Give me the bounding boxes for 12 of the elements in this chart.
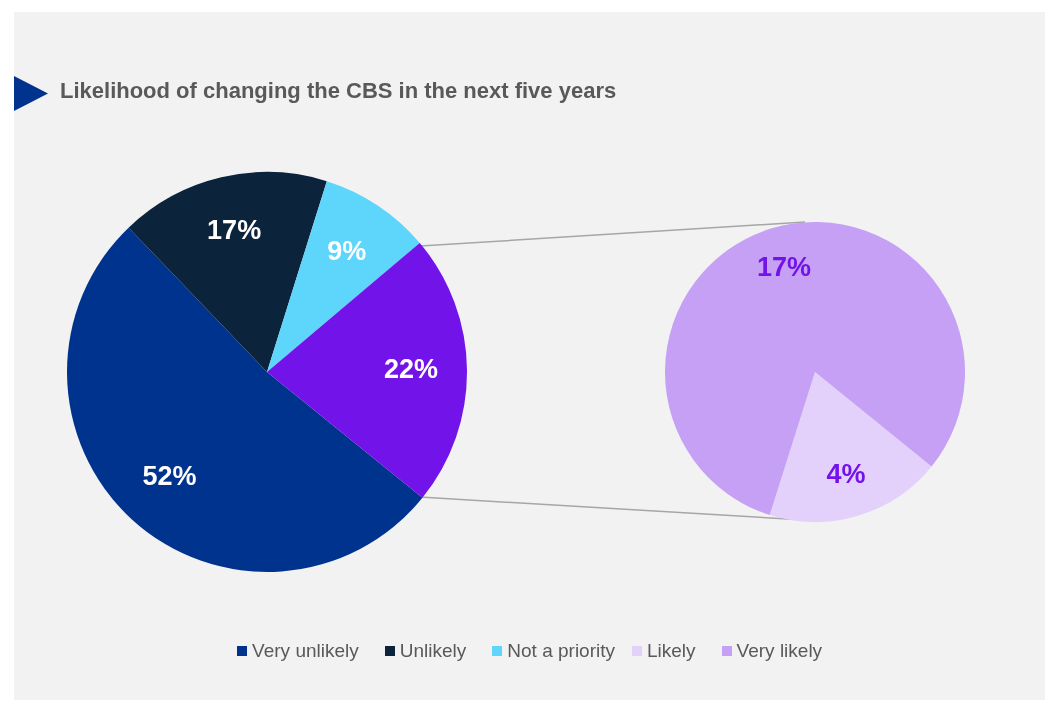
data-label: 17% [207, 215, 262, 246]
data-label: 22% [383, 353, 439, 384]
legend-label: Very unlikely [252, 640, 359, 662]
chart-title: Likelihood of changing the CBS in the next five years [60, 78, 617, 104]
legend-label: Not a priority [507, 640, 615, 662]
data-label: 17% [756, 252, 811, 283]
legend-label: Very likely [736, 640, 823, 662]
data-label: 4% [826, 458, 866, 489]
legend-label: Unlikely [399, 640, 467, 662]
data-label: 52% [142, 461, 197, 492]
data-label: 9% [327, 235, 367, 266]
legend-label: Likely [647, 640, 696, 662]
